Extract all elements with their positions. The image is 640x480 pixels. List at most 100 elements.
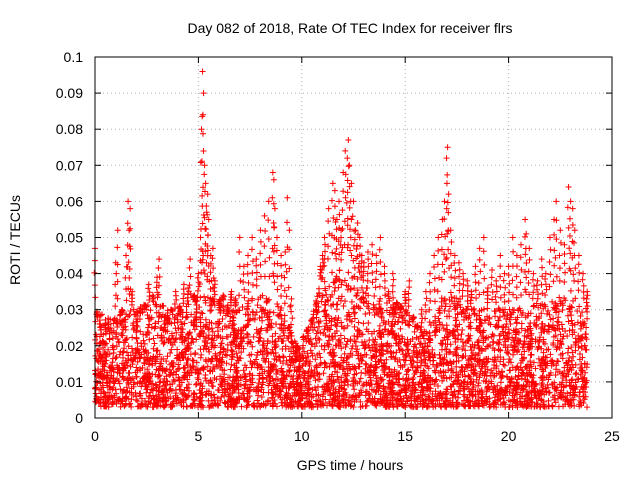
data-point <box>518 266 525 273</box>
data-point <box>119 390 126 397</box>
data-point <box>449 392 456 399</box>
data-point <box>351 398 358 405</box>
data-point <box>390 294 397 301</box>
data-point <box>518 325 525 332</box>
data-point <box>436 360 443 367</box>
data-point <box>297 397 304 404</box>
data-point <box>419 344 426 351</box>
data-point <box>124 220 131 227</box>
data-point <box>193 298 200 305</box>
data-point <box>159 365 166 372</box>
data-point <box>448 374 455 381</box>
data-point <box>482 317 489 324</box>
data-point <box>336 392 343 399</box>
data-point <box>269 333 276 340</box>
data-point <box>553 236 560 243</box>
data-point <box>197 319 204 326</box>
data-point <box>278 365 285 372</box>
data-point <box>211 365 218 372</box>
data-point <box>188 311 195 318</box>
data-point <box>302 370 309 377</box>
data-point <box>541 391 548 398</box>
data-point <box>157 402 164 409</box>
data-point <box>512 386 519 393</box>
data-point <box>503 321 510 328</box>
data-point <box>420 335 427 342</box>
data-point <box>420 370 427 377</box>
data-point <box>97 339 104 346</box>
data-point <box>258 401 265 408</box>
data-point <box>483 393 490 400</box>
data-point <box>371 369 378 376</box>
data-point <box>543 286 550 293</box>
data-point <box>152 320 159 327</box>
data-point <box>272 391 279 398</box>
data-point <box>535 395 542 402</box>
data-point <box>454 311 461 318</box>
data-point <box>202 323 209 330</box>
data-point <box>497 346 504 353</box>
data-point <box>279 345 286 352</box>
data-point <box>475 382 482 389</box>
data-point <box>168 330 175 337</box>
data-point <box>306 362 313 369</box>
data-point <box>387 328 394 335</box>
data-point <box>218 340 225 347</box>
data-point <box>407 393 414 400</box>
data-point <box>523 274 530 281</box>
data-point <box>392 311 399 318</box>
data-point <box>526 245 533 252</box>
data-point <box>385 366 392 373</box>
data-point <box>114 323 121 330</box>
data-point <box>472 287 479 294</box>
data-point <box>127 363 134 370</box>
data-point <box>244 390 251 397</box>
data-point <box>570 297 577 304</box>
data-point <box>233 382 240 389</box>
data-point <box>141 348 148 355</box>
data-point <box>561 241 568 248</box>
data-point <box>423 295 430 302</box>
data-point <box>488 274 495 281</box>
data-point <box>268 394 275 401</box>
data-point <box>499 328 506 335</box>
data-point <box>448 238 455 245</box>
data-point <box>213 376 220 383</box>
data-point <box>212 355 219 362</box>
data-point <box>454 302 461 309</box>
data-point <box>284 361 291 368</box>
data-point <box>581 360 588 367</box>
data-point <box>579 378 586 385</box>
data-point <box>122 337 129 344</box>
data-point <box>246 370 253 377</box>
data-point <box>443 322 450 329</box>
data-point <box>394 301 401 308</box>
data-point <box>371 311 378 318</box>
data-point <box>326 387 333 394</box>
data-point <box>549 298 556 305</box>
data-point <box>554 322 561 329</box>
data-point <box>176 365 183 372</box>
data-point <box>355 319 362 326</box>
data-point <box>502 329 509 336</box>
data-point <box>154 332 161 339</box>
data-point <box>329 249 336 256</box>
data-point <box>369 251 376 258</box>
data-point <box>181 320 188 327</box>
data-point <box>223 352 230 359</box>
data-point <box>224 386 231 393</box>
data-point <box>128 403 135 410</box>
data-point <box>257 261 264 268</box>
data-point <box>182 396 189 403</box>
data-point <box>173 329 180 336</box>
data-point <box>145 315 152 322</box>
data-point <box>353 370 360 377</box>
data-point <box>243 364 250 371</box>
data-point <box>571 227 578 234</box>
data-point <box>443 180 450 187</box>
data-point <box>539 386 546 393</box>
data-point <box>227 318 234 325</box>
data-point <box>124 388 131 395</box>
data-point <box>373 388 380 395</box>
